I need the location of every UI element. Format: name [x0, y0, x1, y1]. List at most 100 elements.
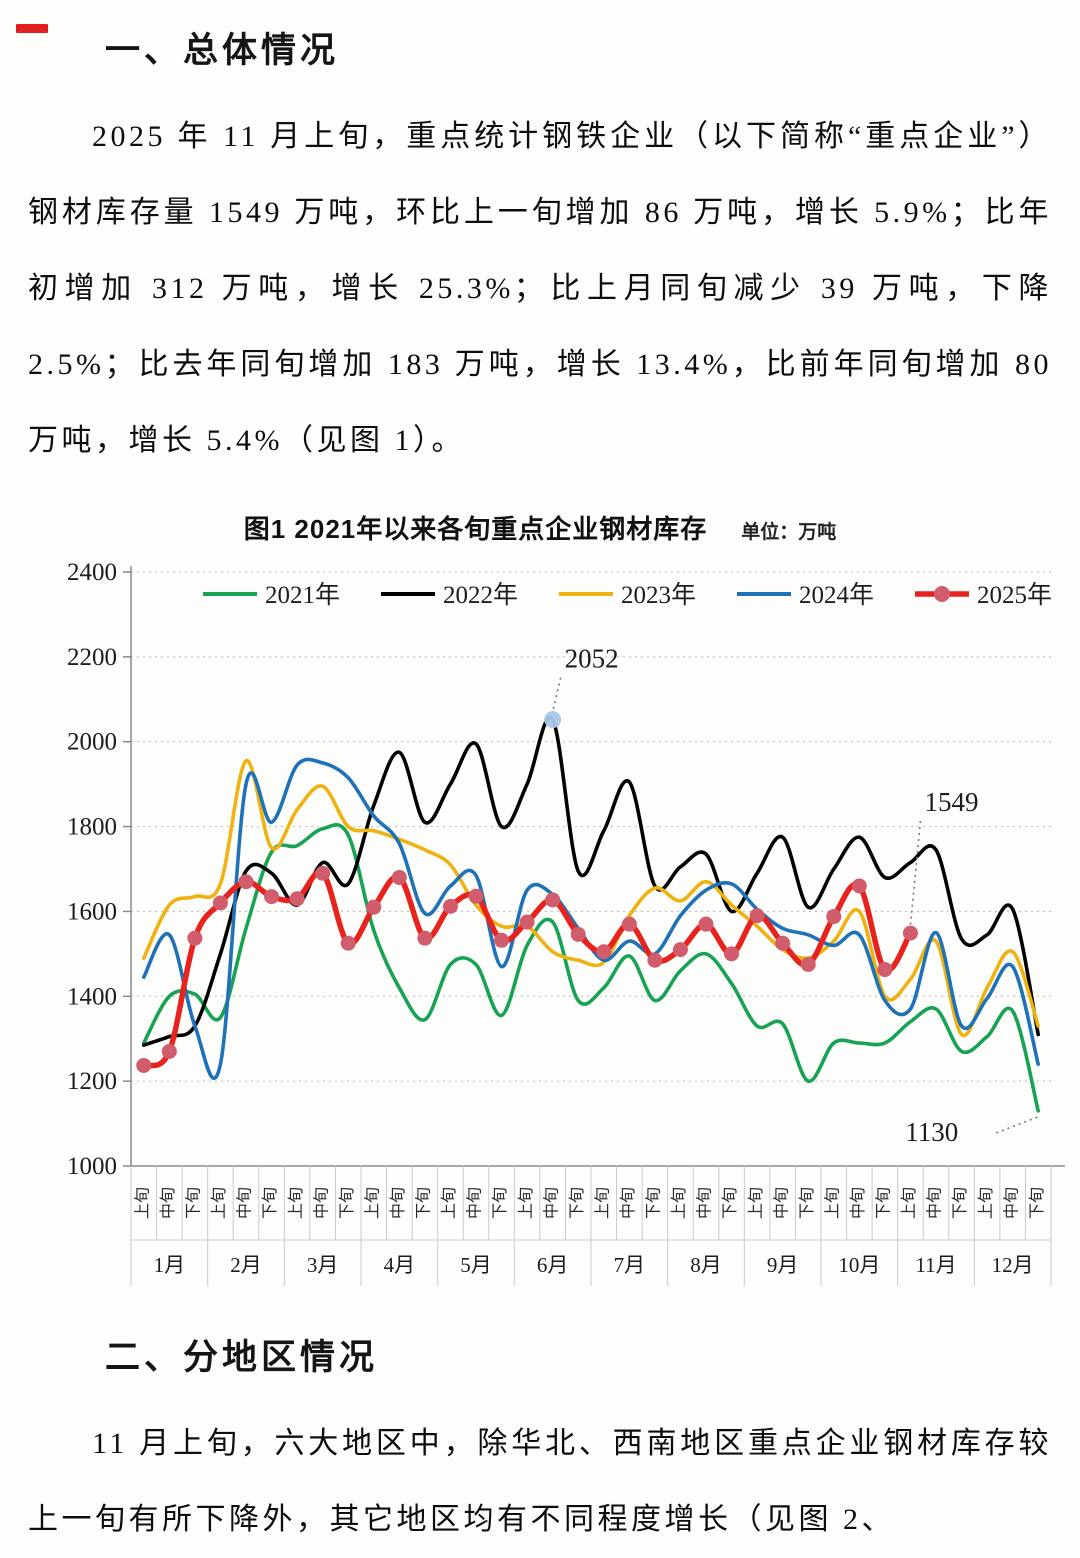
period-tick-label: 下旬: [875, 1187, 893, 1219]
data-point-marker-2025年: [161, 1043, 177, 1059]
period-tick-label: 中旬: [466, 1187, 484, 1219]
period-tick-label: 上旬: [823, 1187, 841, 1219]
period-tick-label: 下旬: [721, 1187, 739, 1219]
period-tick-label: 上旬: [210, 1187, 228, 1219]
period-tick-label: 中旬: [772, 1187, 790, 1219]
data-point-marker-2025年: [724, 946, 740, 962]
period-tick-label: 上旬: [593, 1187, 611, 1219]
data-point-marker-2025年: [417, 930, 433, 946]
data-point-marker-2025年: [698, 916, 714, 932]
month-tick-label: 12月: [992, 1253, 1034, 1277]
series-line-2025年: [141, 869, 914, 1069]
data-point-marker-2025年: [851, 878, 867, 894]
data-point-marker-2025年: [902, 925, 918, 941]
legend-label-2025年: 2025年: [977, 581, 1052, 609]
period-tick-label: 上旬: [517, 1187, 535, 1219]
period-tick-label: 中旬: [542, 1187, 560, 1219]
figure1-title: 图1 2021年以来各旬重点企业钢材库存: [243, 514, 708, 544]
highlight-point: [544, 711, 562, 729]
period-tick-label: 下旬: [951, 1187, 969, 1219]
data-point-marker-2025年: [442, 898, 458, 914]
series-line-2021年: [142, 823, 1040, 1113]
data-point-marker-2025年: [621, 916, 637, 932]
period-tick-label: 中旬: [159, 1187, 177, 1219]
period-tick-label: 下旬: [1028, 1187, 1046, 1219]
annotation-label-1130: 1130: [905, 1117, 958, 1147]
data-point-marker-2025年: [596, 944, 612, 960]
legend-label-2024年: 2024年: [799, 581, 874, 609]
series-line-2022年: [142, 715, 1040, 1047]
month-tick-label: 2月: [230, 1253, 262, 1277]
month-tick-label: 8月: [690, 1253, 722, 1277]
section-heading-regions: 二、分地区情况: [105, 1338, 379, 1377]
figure1-line-chart: 1000 1200 1400 1600 1800 2000 2200 2400 上旬 中旬 下旬 上旬…: [28, 552, 1065, 1299]
y-axis-tick-label: 1200: [67, 1068, 117, 1095]
period-tick-label: 上旬: [747, 1187, 765, 1219]
data-point-marker-2025年: [749, 908, 765, 924]
period-tick-label: 上旬: [900, 1187, 918, 1219]
period-tick-label: 中旬: [926, 1187, 944, 1219]
legend-label-2023年: 2023年: [621, 581, 696, 609]
period-tick-label: 中旬: [1002, 1187, 1020, 1219]
period-tick-label: 中旬: [696, 1187, 714, 1219]
grid-and-axes: 1000 1200 1400 1600 1800 2000 2200 2400: [67, 559, 1065, 1180]
month-tick-label: 4月: [384, 1253, 416, 1277]
data-point-marker-2025年: [570, 926, 586, 942]
data-point-marker-2025年: [187, 930, 203, 946]
data-point-marker-2025年: [238, 874, 254, 890]
y-axis-tick-label: 1600: [67, 898, 117, 925]
data-point-marker-2025年: [264, 889, 280, 905]
data-point-marker-2025年: [775, 935, 791, 951]
data-point-marker-2025年: [826, 909, 842, 925]
period-tick-label: 下旬: [261, 1187, 279, 1219]
y-axis-tick-label: 1000: [67, 1153, 117, 1180]
legend-label-2022年: 2022年: [443, 581, 518, 609]
annotation-label-1549: 1549: [924, 787, 978, 817]
y-axis-tick-label: 1400: [67, 983, 117, 1010]
figure1-unit-label: 单位：万吨: [741, 522, 837, 543]
series-line-2023年: [142, 758, 1040, 1038]
data-point-marker-2025年: [494, 932, 510, 948]
figure1-header: 图1 2021年以来各旬重点企业钢材库存 单位：万吨: [28, 509, 1052, 546]
period-tick-label: 中旬: [389, 1187, 407, 1219]
data-point-marker-2025年: [519, 914, 535, 930]
data-point-marker-2025年: [366, 899, 382, 915]
data-point-marker-2025年: [136, 1057, 152, 1073]
period-tick-label: 上旬: [363, 1187, 381, 1219]
period-tick-label: 上旬: [133, 1187, 151, 1219]
period-tick-label: 中旬: [619, 1187, 637, 1219]
annotation-label-2052: 2052: [565, 644, 619, 674]
month-tick-label: 7月: [614, 1253, 646, 1277]
data-point-marker-2025年: [800, 956, 816, 972]
month-tick-label: 9月: [767, 1253, 799, 1277]
data-point-marker-2025年: [468, 888, 484, 904]
section-heading-overall: 一、总体情况: [105, 31, 340, 70]
x-axis: 上旬 中旬 下旬 上旬 中旬 下旬 上旬 中旬 下旬 上旬 中旬 下旬 上旬 中旬 下旬 上旬 中旬 下旬 上旬 中旬…: [130, 1166, 1052, 1286]
y-axis-tick-label: 2000: [67, 729, 117, 756]
period-tick-label: 中旬: [236, 1187, 254, 1219]
y-axis-tick-label: 2200: [67, 644, 117, 671]
data-point-marker-2025年: [647, 952, 663, 968]
legend-label-2021年: 2021年: [265, 581, 340, 609]
data-point-marker-2025年: [672, 942, 688, 958]
period-tick-label: 中旬: [312, 1187, 330, 1219]
data-point-marker-2025年: [340, 935, 356, 951]
data-point-marker-2025年: [289, 891, 305, 907]
period-tick-label: 下旬: [798, 1187, 816, 1219]
period-tick-label: 中旬: [849, 1187, 867, 1219]
y-axis-tick-label: 2400: [67, 559, 117, 586]
period-tick-label: 下旬: [568, 1187, 586, 1219]
month-tick-label: 1月: [154, 1253, 186, 1277]
month-tick-label: 11月: [915, 1253, 956, 1277]
month-tick-label: 5月: [460, 1253, 492, 1277]
period-tick-label: 上旬: [670, 1187, 688, 1219]
data-point-marker-2025年: [391, 869, 407, 885]
month-tick-label: 10月: [838, 1253, 880, 1277]
series-lines: [136, 715, 1040, 1113]
data-point-marker-2025年: [545, 892, 561, 908]
period-tick-label: 下旬: [415, 1187, 433, 1219]
series-line-2024年: [142, 757, 1040, 1081]
period-tick-label: 下旬: [185, 1187, 203, 1219]
